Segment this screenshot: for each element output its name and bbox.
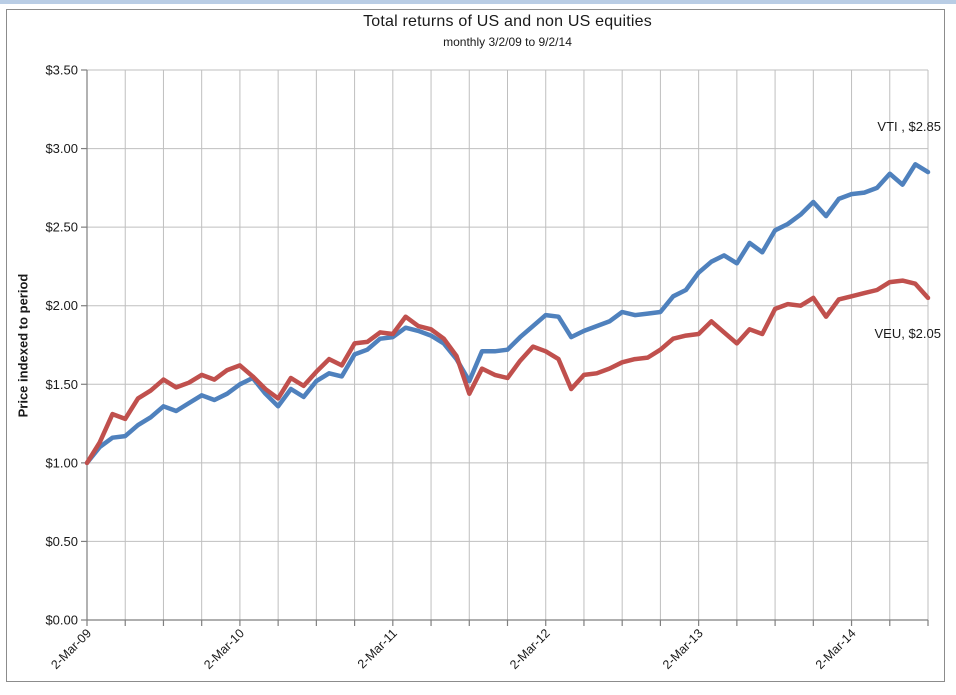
window-top-edge <box>0 0 956 4</box>
x-tick-label: 2-Mar-12 <box>507 626 553 672</box>
chart-area[interactable] <box>6 9 945 682</box>
x-tick-label: 2-Mar-11 <box>355 626 400 671</box>
x-tick-label: 2-Mar-09 <box>48 626 94 672</box>
chart-title: Total returns of US and non US equities <box>363 13 652 30</box>
y-tick-label: $0.00 <box>45 613 78 628</box>
series-line-vti <box>84 162 931 466</box>
series-line-veu <box>84 278 931 466</box>
y-tick-label: $0.50 <box>45 534 78 549</box>
y-tick-label: $2.50 <box>45 220 78 235</box>
series-label-veu: VEU, $2.05 <box>874 326 942 341</box>
y-tick-label: $2.00 <box>45 298 78 313</box>
y-tick-label: $3.50 <box>45 63 78 78</box>
x-tick-label: 2-Mar-13 <box>660 626 706 672</box>
x-tick-label: 2-Mar-10 <box>201 626 247 672</box>
x-tick-label: 2-Mar-14 <box>813 626 859 672</box>
y-tick-label: $1.50 <box>45 377 78 392</box>
y-tick-label: $3.00 <box>45 141 78 156</box>
y-tick-label: $1.00 <box>45 455 78 470</box>
chart-subtitle: monthly 3/2/09 to 9/2/14 <box>443 35 572 49</box>
series-label-vti: VTI , $2.85 <box>877 119 941 134</box>
